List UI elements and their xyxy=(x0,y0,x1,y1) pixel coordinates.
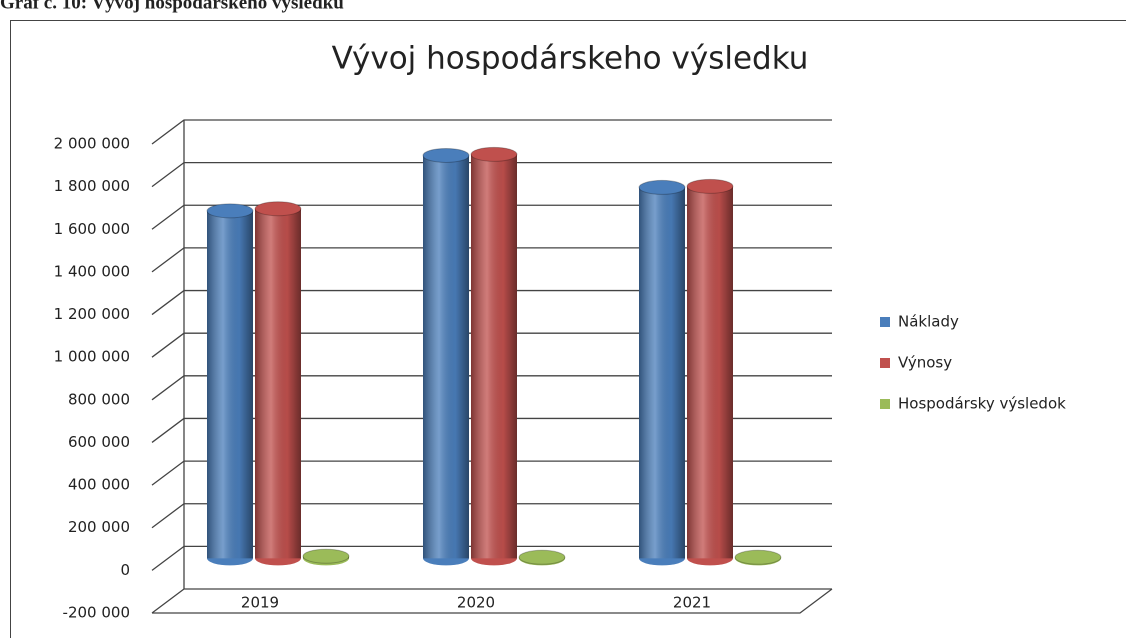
grid-line xyxy=(151,247,832,273)
grid-line xyxy=(151,545,832,571)
y-tick-label: 1 600 000 xyxy=(54,220,130,238)
grid-line xyxy=(151,375,832,401)
y-tick-label: 400 000 xyxy=(68,476,130,494)
y-tick-label: 0 xyxy=(120,561,130,579)
grid-line xyxy=(151,332,832,358)
floor-edge xyxy=(152,588,833,614)
bar-shade xyxy=(207,210,253,559)
legend-swatch xyxy=(880,399,890,409)
y-tick-label: 1 200 000 xyxy=(54,305,130,323)
grid-line xyxy=(151,588,832,614)
bar-top xyxy=(686,178,734,194)
bar-shade xyxy=(423,155,469,559)
legend-swatch xyxy=(880,317,890,327)
bar-top xyxy=(734,549,782,565)
grid-line xyxy=(151,204,832,230)
frame xyxy=(10,20,1126,638)
x-tick-label: 2021 xyxy=(673,594,711,612)
grid-line xyxy=(151,460,832,486)
bar-shade xyxy=(639,187,685,559)
legend-swatch xyxy=(880,358,890,368)
legend-label: Výnosy xyxy=(898,354,952,372)
y-tick-label: 1 800 000 xyxy=(54,177,130,195)
bar-top xyxy=(470,146,518,162)
bar-shade xyxy=(471,154,517,559)
y-tick-label: 1 000 000 xyxy=(54,348,130,366)
y-tick-label: -200 000 xyxy=(63,604,130,622)
y-tick-label: 2 000 000 xyxy=(54,135,130,153)
bar-shade xyxy=(687,186,733,559)
grid-line xyxy=(151,289,832,316)
bar-top xyxy=(638,179,686,195)
y-tick-label: 800 000 xyxy=(68,390,130,408)
bar-shade xyxy=(255,208,301,559)
caption: Graf č. 10: Vývoj hospodárskeho výsledku xyxy=(0,0,344,13)
grid-line xyxy=(151,161,832,188)
chart-title: Vývoj hospodárskeho výsledku xyxy=(332,41,809,77)
legend-label: Náklady xyxy=(898,313,959,331)
bar-top xyxy=(518,549,566,565)
grid-line xyxy=(151,119,832,145)
bar-top xyxy=(422,147,470,163)
y-tick-label: 1 400 000 xyxy=(54,262,130,280)
grid-line xyxy=(151,417,832,443)
x-tick-label: 2020 xyxy=(457,594,495,612)
y-tick-label: 200 000 xyxy=(68,518,130,536)
legend-label: Hospodársky výsledok xyxy=(898,395,1066,413)
grid-line xyxy=(151,503,832,529)
x-tick-label: 2019 xyxy=(241,594,279,612)
y-tick-label: 600 000 xyxy=(68,433,130,451)
bar-top xyxy=(206,203,254,219)
bar-top xyxy=(254,201,302,217)
bar-top xyxy=(302,548,350,564)
